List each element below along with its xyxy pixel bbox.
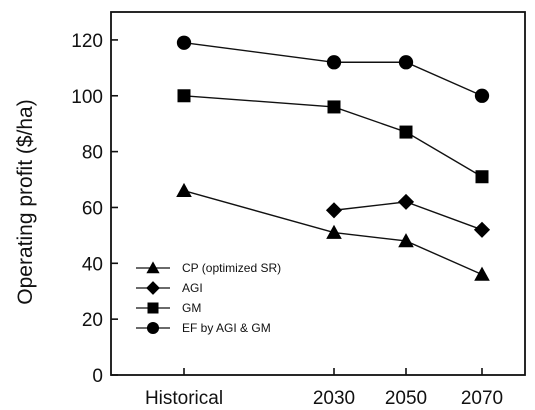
x-tick-label: 2050 <box>385 388 427 409</box>
x-tick-label: 2030 <box>313 388 355 409</box>
y-tick-label: 60 <box>82 198 103 219</box>
y-tick-label: 20 <box>82 310 103 331</box>
data-point-square <box>475 170 489 184</box>
y-axis-label: Operating profit ($/ha) <box>14 99 37 304</box>
data-point-triangle <box>474 266 490 281</box>
y-tick-label: 100 <box>71 87 103 108</box>
legend-marker-triangle <box>146 261 160 274</box>
series-markers <box>176 35 491 281</box>
data-point-diamond <box>397 193 415 210</box>
data-point-diamond <box>325 202 343 219</box>
y-tick-label: 0 <box>92 366 103 387</box>
data-point-square <box>327 100 341 114</box>
series-lines <box>183 42 483 276</box>
legend-marker-square <box>147 302 159 314</box>
series-line-square <box>183 95 483 178</box>
y-tick-label: 120 <box>71 31 103 52</box>
data-point-square <box>399 125 413 139</box>
data-point-diamond <box>473 221 491 238</box>
data-point-circle <box>176 35 192 50</box>
y-tick-label: 40 <box>82 254 103 275</box>
data-point-square <box>177 89 191 103</box>
series-line-triangle <box>183 190 483 276</box>
data-point-triangle <box>326 224 342 239</box>
legend-label: CP (optimized SR) <box>182 261 281 275</box>
x-tick-label: Historical <box>145 388 223 409</box>
legend-label: GM <box>182 301 201 315</box>
legend-label: EF by AGI & GM <box>182 321 271 335</box>
data-point-circle <box>398 55 414 70</box>
legend-marker-circle <box>146 321 160 335</box>
y-tick-label: 80 <box>82 143 103 164</box>
plot-frame <box>110 11 526 376</box>
legend: CP (optimized SR) AGI GM EF by AGI & GM <box>136 261 281 335</box>
data-point-triangle <box>398 233 414 248</box>
legend-marker-diamond <box>146 281 160 295</box>
data-point-circle <box>474 88 490 103</box>
legend-label: AGI <box>182 281 203 295</box>
axes: 0 20 40 60 80 100 120 Historical 2030 2050 2070 <box>71 11 526 409</box>
data-point-circle <box>326 55 342 70</box>
data-point-triangle <box>176 182 192 197</box>
series-line-circle <box>183 42 483 97</box>
x-tick-label: 2070 <box>461 388 503 409</box>
